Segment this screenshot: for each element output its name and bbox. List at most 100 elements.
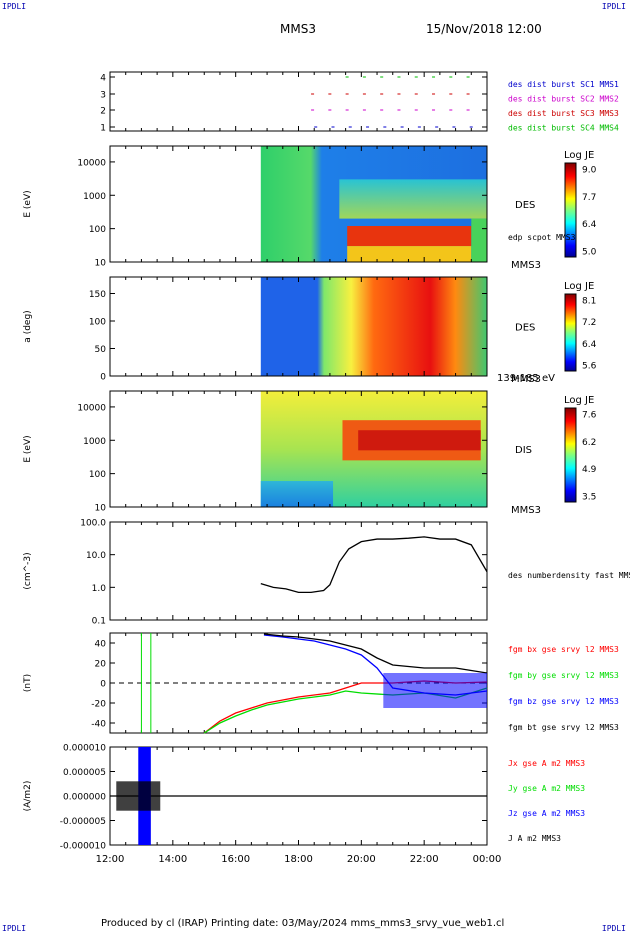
- y-tick-label: 1000: [83, 437, 106, 447]
- y-tick-label: 150: [89, 290, 106, 300]
- corner-label-top-left: IPDLI: [2, 2, 27, 11]
- bz-oscillation-band: [383, 673, 487, 708]
- des-energy-tail: [471, 218, 487, 262]
- x-tick-label: 16:00: [221, 854, 250, 865]
- y-tick-label: 0: [100, 680, 106, 690]
- colorbar-des-energy: [564, 162, 577, 258]
- des-pitch-angle-spectrogram: [260, 277, 487, 376]
- y-tick-label: -0.000005: [60, 817, 106, 827]
- x-tick-label: 18:00: [284, 854, 313, 865]
- spacecraft-label: MMS3: [511, 505, 541, 516]
- y-tick-label: 50: [95, 345, 107, 355]
- panel-frame-burst-availability: [109, 71, 488, 132]
- colorbar-tick-label: 3.5: [582, 493, 596, 503]
- colorbar-title: Log JE: [564, 281, 594, 292]
- y-tick-label: 10000: [77, 158, 106, 168]
- y-axis-label: E (eV): [23, 435, 33, 462]
- y-axis-label: E (eV): [23, 190, 33, 217]
- y-tick-label: 0.000000: [63, 793, 106, 803]
- bfield-legend-entry: fgm bx gse srvy l2 MMS3: [508, 645, 619, 654]
- des-energy-low-band: [347, 246, 472, 262]
- y-tick-label: 0.000010: [63, 744, 106, 754]
- x-tick-label: 00:00: [473, 854, 502, 865]
- instrument-label: DIS: [515, 445, 532, 456]
- y-axis-label: (nT): [23, 674, 33, 692]
- y-tick-label: 10: [95, 259, 107, 269]
- y-tick-label: -40: [91, 720, 106, 730]
- burst-legend-entry: des dist burst SC3 MMS3: [508, 109, 619, 118]
- colorbar-tick-label: 9.0: [582, 166, 597, 176]
- colorbar-tick-label: 5.0: [582, 248, 597, 258]
- colorbar-tick-label: 7.6: [582, 411, 597, 421]
- y-tick-label: 1000: [83, 192, 106, 202]
- current-legend-entry: Jy gse A m2 MMS3: [508, 784, 585, 793]
- bfield-legend-entry: fgm by gse srvy l2 MMS3: [508, 671, 619, 680]
- y-tick-label: 10000: [77, 403, 106, 413]
- density-series-line: [260, 536, 488, 594]
- y-tick-label: -20: [91, 700, 106, 710]
- y-tick-label: 10.0: [86, 551, 106, 561]
- y-tick-label: 40: [95, 640, 107, 650]
- colorbar-tick-label: 4.9: [582, 465, 597, 475]
- y-tick-label: 1.0: [92, 584, 107, 594]
- x-tick-label: 14:00: [158, 854, 187, 865]
- bfield-series-line: [263, 633, 488, 674]
- current-legend-entry: Jx gse A m2 MMS3: [508, 759, 585, 768]
- colorbar-tick-label: 7.2: [582, 318, 596, 328]
- y-tick-label: 0.000005: [63, 768, 106, 778]
- x-tick-label: 20:00: [347, 854, 376, 865]
- y-tick-label: 100: [89, 225, 106, 235]
- overlay-label: edp scpot MMS3: [508, 233, 576, 242]
- panel-frame-density: [109, 521, 488, 621]
- y-axis-label: (cm^-3): [23, 552, 33, 589]
- instrument-label: DES: [515, 200, 535, 211]
- des-energy-mid-band: [339, 179, 487, 219]
- spacecraft-label: MMS3: [511, 260, 541, 271]
- y-tick-label: 20: [95, 660, 107, 670]
- corner-label-bottom-right: IPDLI: [601, 924, 626, 933]
- colorbar-tick-label: 6.2: [582, 438, 596, 448]
- burst-legend-entry: des dist burst SC2 MMS2: [508, 95, 619, 104]
- y-tick-label: 2: [100, 107, 106, 117]
- spacecraft-title: MMS3: [280, 22, 316, 36]
- colorbar-tick-label: 8.1: [582, 297, 596, 307]
- y-axis-label: a (deg): [23, 310, 33, 342]
- bfield-legend-entry: fgm bz gse srvy l2 MMS3: [508, 697, 619, 706]
- colorbar-tick-label: 6.4: [582, 340, 597, 350]
- y-tick-label: -0.000010: [60, 842, 106, 852]
- y-tick-label: 100: [89, 318, 106, 328]
- corner-label-top-right: IPDLI: [601, 2, 626, 11]
- current-legend-entry: Jz gse A m2 MMS3: [508, 809, 585, 818]
- colorbar-dis-energy: [564, 407, 577, 503]
- burst-legend-entry: des dist burst SC1 MMS1: [508, 80, 619, 89]
- y-tick-label: 100.0: [80, 519, 106, 529]
- colorbar-tick-label: 6.4: [582, 220, 597, 230]
- y-tick-label: 4: [100, 74, 106, 84]
- energy-range-label: 139-185 eV: [497, 373, 555, 384]
- des-energy-hot-band: [347, 225, 472, 247]
- colorbar-title: Log JE: [564, 150, 594, 161]
- dis-energy-low-band: [260, 481, 334, 507]
- colorbar-tick-label: 5.6: [582, 362, 597, 372]
- y-tick-label: 10: [95, 504, 107, 514]
- footer-credits: Produced by cl (IRAP) Printing date: 03/…: [101, 918, 505, 929]
- instrument-label: DES: [515, 323, 535, 334]
- colorbar-tick-label: 7.7: [582, 193, 596, 203]
- corner-label-bottom-left: IPDLI: [2, 924, 27, 933]
- colorbar-title: Log JE: [564, 395, 594, 406]
- y-tick-label: 0: [100, 373, 106, 383]
- burst-legend-entry: des dist burst SC4 MMS4: [508, 124, 619, 133]
- x-tick-label: 12:00: [96, 854, 125, 865]
- bfield-legend-entry: fgm bt gse srvy l2 MMS3: [508, 723, 619, 732]
- y-tick-label: 3: [100, 91, 106, 101]
- current-legend-entry: J A m2 MMS3: [508, 834, 561, 843]
- j-burst-block: [116, 781, 161, 811]
- colorbar-des-pitch-angle: [564, 293, 577, 372]
- y-tick-label: 1: [100, 124, 106, 134]
- density-legend: des numberdensity fast MMS3: [508, 571, 630, 580]
- y-tick-label: 0.1: [92, 617, 106, 627]
- date-time-title: 15/Nov/2018 12:00: [426, 22, 542, 36]
- y-axis-label: (A/m2): [23, 781, 33, 812]
- x-tick-label: 22:00: [410, 854, 439, 865]
